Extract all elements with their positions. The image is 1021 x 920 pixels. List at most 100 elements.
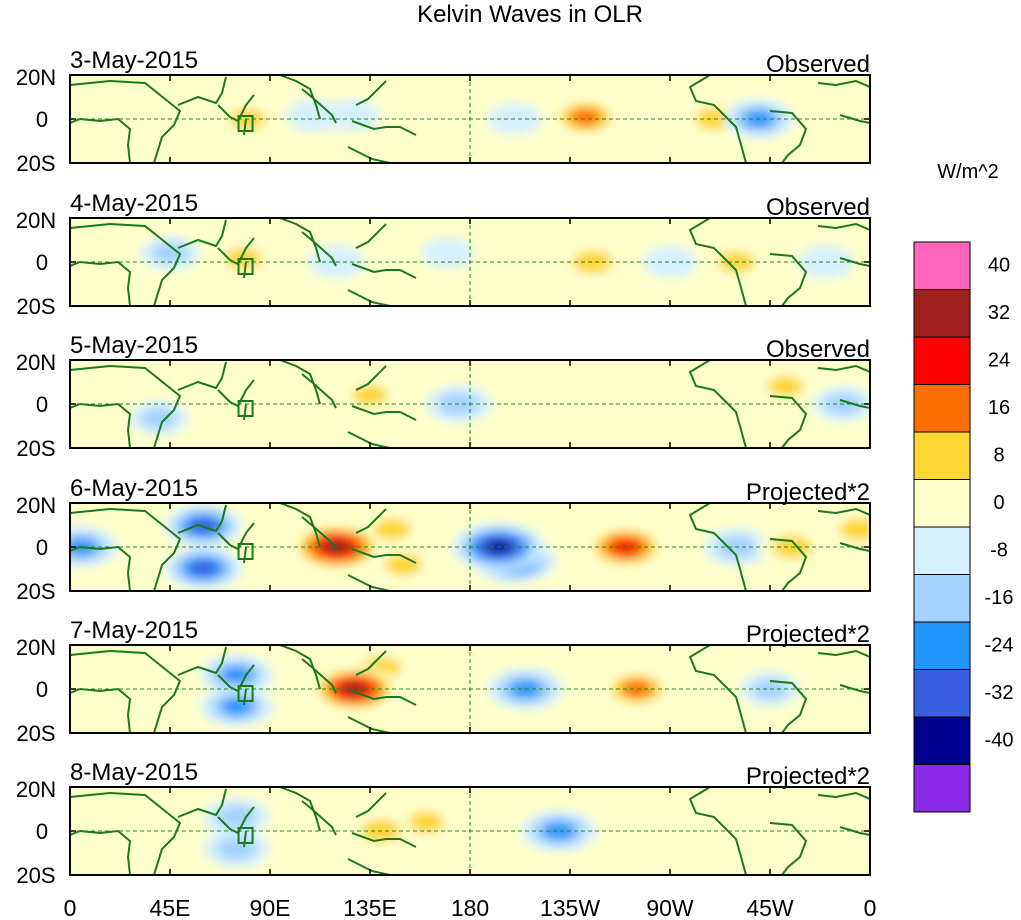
- x-tick-label: 45W: [746, 895, 794, 920]
- coastline: [688, 503, 747, 591]
- colorbar-swatch: [913, 716, 971, 765]
- coastline: [347, 146, 391, 163]
- colorbar-label: -32: [985, 682, 1014, 704]
- coastline: [243, 403, 247, 421]
- panel-date: 7-May-2015: [70, 617, 198, 644]
- panel: 8-May-2015 Projected*2 20N 0 20S: [16, 759, 871, 888]
- y-tick-label: 20N: [16, 208, 56, 233]
- chart-title: Kelvin Waves in OLR: [417, 1, 643, 28]
- coastline: [839, 826, 870, 836]
- coastline: [347, 574, 391, 591]
- colorbar-swatch: [913, 431, 971, 480]
- panel: 4-May-2015 Observed 20N 0 20S: [16, 190, 871, 319]
- coastline: [177, 788, 227, 818]
- panel-date: 5-May-2015: [70, 332, 198, 359]
- colorbar-swatch: [913, 764, 971, 813]
- y-tick-label: 20S: [16, 721, 55, 746]
- y-tick-label: 20S: [16, 436, 55, 461]
- y-tick-label: 20S: [16, 863, 55, 888]
- reference-box: [237, 115, 254, 132]
- coastline: [817, 222, 870, 231]
- colorbar-label: 8: [993, 445, 1004, 467]
- reference-box: [237, 258, 254, 275]
- colorbar-swatch: [913, 526, 971, 575]
- anomaly-contour: [286, 98, 343, 132]
- coastline: [817, 649, 870, 658]
- coastline: [243, 261, 247, 279]
- anomaly-contour: [643, 246, 697, 278]
- coastline: [839, 542, 870, 552]
- anomaly-contour: [839, 518, 870, 541]
- coastline: [70, 222, 182, 306]
- y-tick-label: 20S: [16, 294, 55, 319]
- y-tick-label: 0: [36, 535, 48, 560]
- coastline: [817, 507, 870, 516]
- panel-date: 4-May-2015: [70, 190, 198, 217]
- panel-label: Observed: [766, 336, 870, 363]
- anomaly-contour: [422, 237, 474, 269]
- coastline: [839, 399, 870, 409]
- anomaly-contour: [373, 518, 411, 541]
- x-tick-label: 90W: [646, 895, 694, 920]
- coastline: [688, 645, 747, 733]
- coastline: [177, 219, 227, 249]
- y-tick-label: 20S: [16, 151, 55, 176]
- coastline: [355, 80, 387, 106]
- panel-label: Projected*2: [746, 479, 870, 506]
- coastline: [769, 822, 808, 875]
- anomaly-contour: [569, 108, 602, 126]
- coastline: [839, 684, 870, 694]
- anomaly-contour: [388, 94, 441, 126]
- coastline: [355, 365, 387, 391]
- coastline: [177, 76, 227, 106]
- y-tick-label: 0: [36, 107, 48, 132]
- coastline: [243, 688, 247, 706]
- coastline: [70, 79, 182, 163]
- colorbar-label: -16: [985, 587, 1014, 609]
- coastline: [839, 257, 870, 267]
- coastline: [70, 507, 182, 591]
- reference-box: [237, 543, 254, 560]
- panel-label: Observed: [766, 194, 870, 221]
- colorbar-label: -8: [990, 540, 1008, 562]
- colorbar-label: 0: [993, 492, 1004, 514]
- reference-box: [237, 685, 254, 702]
- colorbar-label: 24: [988, 350, 1010, 372]
- coastline: [177, 361, 227, 391]
- reference-box: [237, 400, 254, 417]
- panels: 3-May-2015 Observed 20N 0 20S 4-May-2015 Obser…: [16, 47, 871, 888]
- y-tick-label: 0: [36, 250, 48, 275]
- x-tick-label: 180: [451, 895, 489, 920]
- x-tick-label: 45E: [150, 895, 191, 920]
- anomaly-contour: [767, 375, 804, 397]
- coastline: [355, 223, 387, 249]
- coastline: [688, 360, 747, 448]
- coastline: [243, 830, 247, 848]
- anomaly-contour: [216, 837, 257, 860]
- panel-date: 8-May-2015: [70, 759, 198, 786]
- coastline: [688, 218, 747, 306]
- x-tick-label: 0: [64, 895, 77, 920]
- coastline: [347, 431, 391, 448]
- coastline: [301, 88, 337, 124]
- coastline: [279, 218, 321, 263]
- coastline: [351, 832, 417, 848]
- colorbar-swatch: [913, 621, 971, 670]
- coastline: [347, 716, 391, 733]
- coastline: [769, 253, 808, 306]
- coastlines: [70, 787, 870, 875]
- coastline: [769, 110, 808, 163]
- colorbar-label: -40: [985, 730, 1014, 752]
- anomaly-contour: [797, 245, 854, 279]
- colorbar-swatch: [913, 384, 971, 433]
- y-tick-label: 0: [36, 819, 48, 844]
- panel: 6-May-2015 Projected*2 20N 0 20S: [16, 475, 871, 604]
- coastline: [351, 263, 417, 279]
- anomaly-contour: [384, 553, 423, 576]
- colorbar-swatch: [913, 241, 971, 290]
- x-tick-label: 90E: [250, 895, 291, 920]
- coastline: [817, 79, 870, 88]
- anomaly-contour: [216, 805, 257, 829]
- colorbar-swatch: [913, 289, 971, 338]
- anomaly-contour: [406, 811, 445, 833]
